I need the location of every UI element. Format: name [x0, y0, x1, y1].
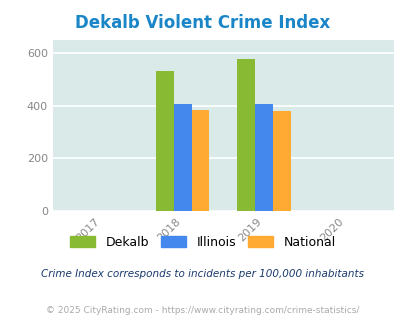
Bar [272, 111, 290, 211]
Bar [237, 59, 254, 211]
Bar [254, 104, 272, 211]
Bar [156, 71, 173, 211]
Bar [173, 104, 191, 211]
Legend: Dekalb, Illinois, National: Dekalb, Illinois, National [65, 231, 340, 254]
Text: © 2025 CityRating.com - https://www.cityrating.com/crime-statistics/: © 2025 CityRating.com - https://www.city… [46, 306, 359, 315]
Text: Crime Index corresponds to incidents per 100,000 inhabitants: Crime Index corresponds to incidents per… [41, 269, 364, 279]
Text: Dekalb Violent Crime Index: Dekalb Violent Crime Index [75, 14, 330, 32]
Bar [191, 110, 209, 211]
